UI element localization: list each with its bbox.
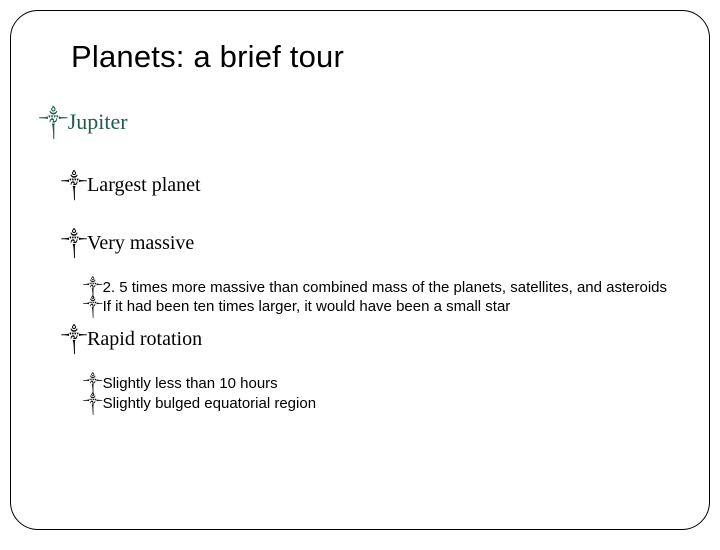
bullet-rotation: ༒Rapid rotation bbox=[61, 316, 681, 372]
bullet-jupiter: ༒Jupiter bbox=[39, 97, 681, 159]
slide-frame: Planets: a brief tour ༒Jupiter ༒Largest … bbox=[10, 10, 710, 530]
slide-title: Planets: a brief tour bbox=[71, 39, 681, 75]
bullet-text: If it had been ten times larger, it woul… bbox=[103, 298, 511, 315]
bullet-text: Very massive bbox=[87, 232, 194, 254]
bullet-text: Slightly less than 10 hours bbox=[103, 375, 278, 392]
bullet-icon: ༒ bbox=[61, 328, 87, 350]
bullet-text: Largest planet bbox=[87, 174, 200, 196]
bullet-icon: ༒ bbox=[83, 298, 103, 315]
bullet-mass-detail1: ༒2. 5 times more massive than combined m… bbox=[83, 278, 681, 297]
bullet-text: Jupiter bbox=[68, 109, 128, 134]
bullet-text: 2. 5 times more massive than combined ma… bbox=[103, 279, 667, 296]
bullet-icon: ༒ bbox=[61, 174, 87, 196]
bullet-mass-detail2: ༒If it had been ten times larger, it wou… bbox=[83, 297, 681, 316]
bullet-rot-detail1: ༒Slightly less than 10 hours bbox=[83, 374, 681, 393]
bullet-largest: ༒Largest planet bbox=[61, 162, 681, 218]
bullet-massive: ༒Very massive bbox=[61, 220, 681, 276]
bullet-text: Rapid rotation bbox=[87, 328, 202, 350]
bullet-icon: ༒ bbox=[83, 395, 103, 412]
bullet-icon: ༒ bbox=[83, 279, 103, 296]
bullet-icon: ༒ bbox=[83, 375, 103, 392]
bullet-icon: ༒ bbox=[39, 109, 68, 134]
bullet-icon: ༒ bbox=[61, 232, 87, 254]
bullet-text: Slightly bulged equatorial region bbox=[103, 395, 316, 412]
bullet-rot-detail2: ༒Slightly bulged equatorial region bbox=[83, 394, 681, 413]
